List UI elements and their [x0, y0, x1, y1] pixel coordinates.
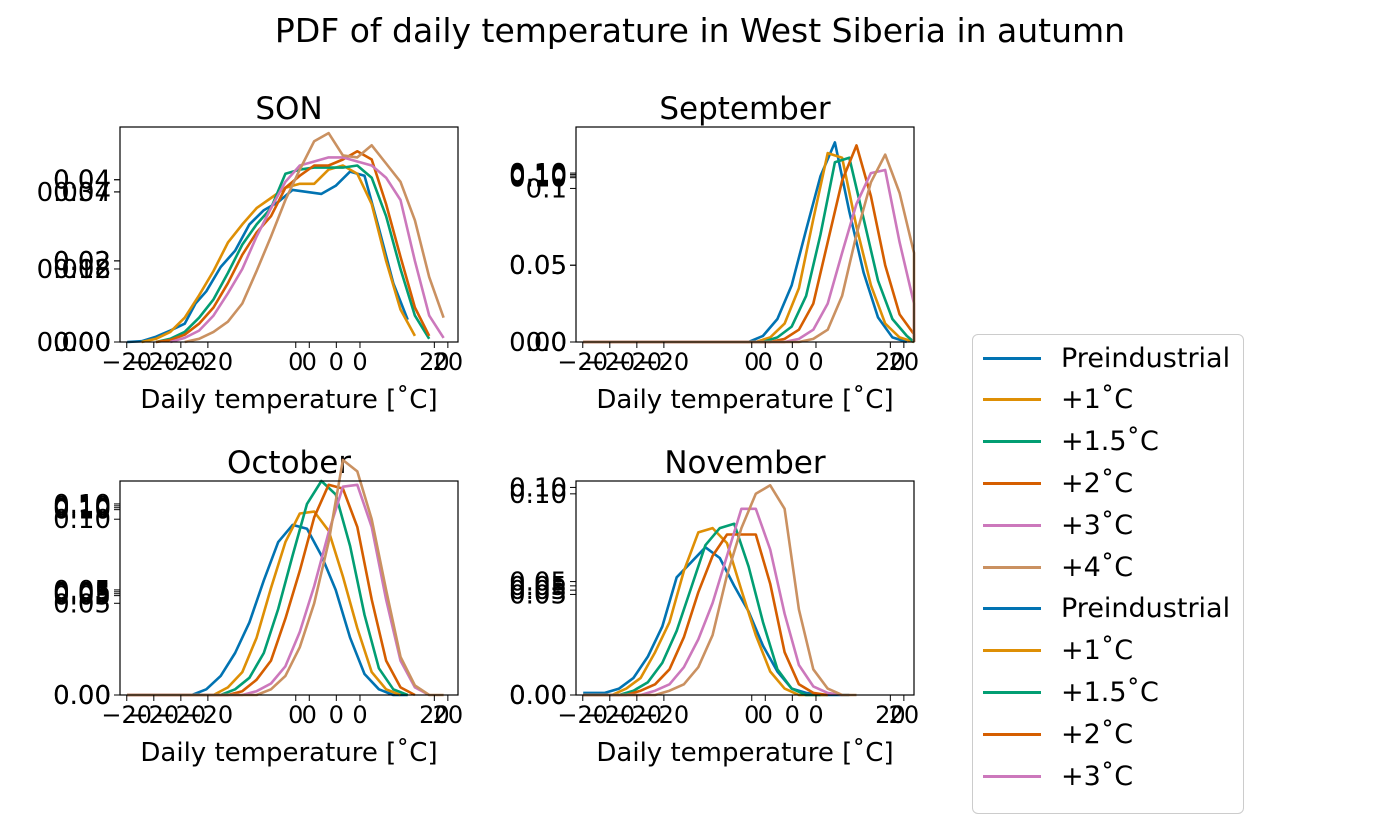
x-tick-label: 0: [302, 348, 317, 376]
legend-swatch: [983, 691, 1041, 694]
x-tick-label: 0: [352, 348, 367, 376]
legend-label: +3˚C: [1061, 510, 1133, 541]
x-axis-label: Daily temperature [˚C]: [140, 738, 437, 768]
y-tick-label: 0.02: [53, 255, 111, 285]
legend-swatch: [983, 607, 1041, 610]
legend-swatch: [983, 482, 1041, 485]
series-line: [583, 153, 914, 342]
x-tick-label: −20: [183, 701, 234, 729]
x-axis-label: Daily temperature [˚C]: [596, 385, 893, 415]
legend-swatch: [983, 440, 1041, 443]
y-tick-label: 0.00: [53, 328, 111, 358]
legend-entry: +3˚C: [983, 756, 1133, 796]
x-tick-label: 0: [758, 348, 773, 376]
legend-entry: +1.5˚C: [983, 422, 1159, 462]
x-axis-label: Daily temperature [˚C]: [140, 385, 437, 415]
y-tick-label: 0.05: [509, 580, 567, 610]
series-line: [127, 525, 408, 695]
legend-label: +1.5˚C: [1061, 677, 1159, 708]
x-tick-label: −20: [639, 701, 690, 729]
legend-swatch: [983, 733, 1041, 736]
legend-label: +4˚C: [1061, 552, 1133, 583]
legend-entry: +2˚C: [983, 463, 1133, 503]
legend-entry: +2˚C: [983, 714, 1133, 754]
panel-title: November: [664, 445, 826, 481]
x-tick-label: 0: [785, 348, 800, 376]
x-tick-label: 0: [302, 701, 317, 729]
legend-entry: +1˚C: [983, 631, 1133, 671]
series-line: [583, 155, 914, 342]
legend-label: +3˚C: [1061, 761, 1133, 792]
y-tick-label: 0.00: [53, 681, 111, 711]
y-tick-label: 0.04: [53, 178, 111, 208]
x-tick-label: 20: [433, 348, 464, 376]
x-tick-label: 0: [329, 348, 344, 376]
legend-swatch: [983, 649, 1041, 652]
legend-label: +1˚C: [1061, 635, 1133, 666]
legend-label: +2˚C: [1061, 468, 1133, 499]
series-line: [583, 142, 907, 342]
x-tick-label: 0: [329, 701, 344, 729]
y-tick-label: 0.05: [53, 589, 111, 619]
legend-label: +2˚C: [1061, 719, 1133, 750]
x-tick-label: 20: [889, 701, 920, 729]
x-tick-label: −20: [639, 348, 690, 376]
x-tick-label: −20: [183, 348, 234, 376]
plot-frame: [120, 127, 458, 342]
series-line: [127, 172, 408, 342]
legend-entry: +3˚C: [983, 505, 1133, 545]
x-tick-label: 0: [808, 701, 823, 729]
panel-title: October: [227, 445, 351, 481]
series-line: [583, 485, 856, 695]
x-tick-label: 20: [433, 701, 464, 729]
legend-swatch: [983, 357, 1041, 360]
series-line: [156, 166, 429, 343]
x-tick-label: 0: [808, 348, 823, 376]
y-tick-label: 0.10: [509, 480, 567, 510]
legend-label: Preindustrial: [1061, 593, 1230, 624]
legend-label: +1˚C: [1061, 384, 1133, 415]
legend-swatch: [983, 398, 1041, 401]
legend-entry: +1.5˚C: [983, 672, 1159, 712]
legend-entry: +4˚C: [983, 547, 1133, 587]
series-line: [127, 485, 429, 695]
panel-title: September: [659, 91, 831, 127]
legend-entry: Preindustrial: [983, 589, 1230, 629]
x-axis-label: Daily temperature [˚C]: [596, 738, 893, 768]
y-tick-label: 0.0: [526, 328, 567, 358]
x-tick-label: 0: [758, 701, 773, 729]
series-line: [583, 145, 914, 342]
x-tick-label: 0: [785, 701, 800, 729]
legend-label: Preindustrial: [1061, 343, 1230, 374]
legend-label: +1.5˚C: [1061, 426, 1159, 457]
legend-swatch: [983, 775, 1041, 778]
legend-entry: +1˚C: [983, 380, 1133, 420]
legend-swatch: [983, 524, 1041, 527]
x-tick-label: 20: [889, 348, 920, 376]
y-tick-label: 0.05: [509, 251, 567, 281]
y-tick-label: 0.10: [53, 505, 111, 535]
legend: Preindustrial +1˚C +1.5˚C +2˚C +3˚C +4˚C Prein…: [972, 334, 1244, 814]
legend-entry: Preindustrial: [983, 338, 1230, 378]
y-tick-label: 0.1: [526, 174, 567, 204]
plot-frame: [576, 127, 914, 342]
legend-swatch: [983, 566, 1041, 569]
x-tick-label: 0: [352, 701, 367, 729]
plot-frame: [576, 481, 914, 695]
panel-title: SON: [255, 91, 322, 127]
y-tick-label: 0.00: [509, 681, 567, 711]
plot-frame: [120, 481, 458, 695]
